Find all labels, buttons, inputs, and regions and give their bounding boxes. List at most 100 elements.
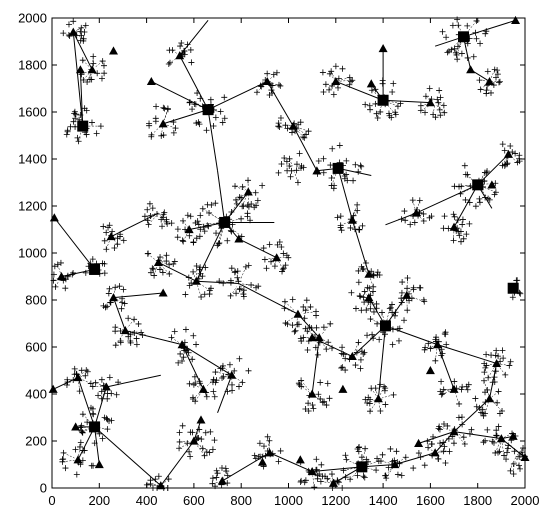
- plus-point: [348, 289, 355, 296]
- plus-point: [233, 290, 240, 297]
- solid-edge: [351, 219, 370, 275]
- plus-point: [231, 269, 238, 276]
- x-tick-label: 2000: [511, 493, 540, 508]
- plus-point: [236, 383, 243, 390]
- plus-point: [168, 220, 175, 227]
- x-tick-label: 200: [88, 493, 110, 508]
- dashed-link: [490, 69, 495, 79]
- plus-point: [278, 244, 285, 251]
- dashed-link: [321, 323, 331, 335]
- dashed-link: [387, 100, 401, 104]
- plus-point: [176, 429, 183, 436]
- marks-layer: [48, 15, 530, 491]
- triangle-point: [191, 276, 201, 285]
- triangle-point: [390, 460, 400, 469]
- y-tick-label: 2000: [18, 11, 47, 26]
- plus-point: [499, 162, 506, 169]
- plus-point: [393, 448, 400, 455]
- dashed-link: [113, 287, 116, 296]
- square-point: [458, 31, 470, 43]
- plus-point: [190, 332, 197, 339]
- dashed-link: [222, 365, 230, 374]
- plus-point: [210, 122, 217, 129]
- plus-point: [326, 86, 333, 93]
- dashed-link: [339, 77, 350, 81]
- dashed-link: [87, 421, 93, 426]
- plus-point: [482, 364, 489, 371]
- plus-point: [226, 361, 233, 368]
- dashed-link: [371, 90, 381, 98]
- plus-point: [428, 441, 435, 448]
- plus-point: [99, 435, 106, 442]
- plus-point: [473, 403, 480, 410]
- plus-point: [211, 437, 218, 444]
- plus-point: [277, 115, 284, 122]
- plus-point: [332, 63, 339, 70]
- dashed-link: [79, 369, 87, 376]
- plus-point: [501, 452, 508, 459]
- plus-point: [361, 474, 368, 481]
- plus-point: [328, 471, 335, 478]
- dashed-link: [327, 478, 333, 483]
- plus-point: [147, 269, 154, 276]
- plus-point: [439, 28, 446, 35]
- plus-point: [463, 231, 470, 238]
- plus-point: [343, 157, 350, 164]
- dashed-link: [267, 436, 270, 449]
- dashed-link: [411, 296, 425, 302]
- plus-point: [422, 344, 429, 351]
- plus-point: [354, 207, 361, 214]
- dashed-link: [227, 203, 238, 218]
- solid-edge: [53, 217, 95, 270]
- plus-point: [451, 213, 458, 220]
- dashed-link: [362, 469, 365, 478]
- plus-point: [232, 183, 239, 190]
- triangle-point: [485, 394, 495, 403]
- dashed-link: [76, 25, 86, 31]
- plus-point: [70, 118, 77, 125]
- plus-point: [98, 376, 105, 383]
- plus-point: [117, 233, 124, 240]
- plus-point: [415, 450, 422, 457]
- plus-point: [352, 305, 359, 312]
- solid-edge: [189, 221, 225, 230]
- plus-point: [441, 443, 448, 450]
- plus-point: [263, 265, 270, 272]
- plus-point: [293, 167, 300, 174]
- plus-point: [159, 214, 166, 221]
- dashed-link: [92, 56, 94, 67]
- plus-point: [461, 162, 468, 169]
- plus-point: [386, 112, 393, 119]
- solid-edge: [181, 344, 233, 376]
- dashed-link: [62, 460, 75, 463]
- dashed-link: [420, 103, 432, 106]
- solid-edge: [160, 440, 195, 486]
- plus-point: [266, 241, 273, 248]
- plus-point: [472, 395, 479, 402]
- dashed-link: [386, 308, 391, 322]
- dashed-link: [112, 238, 118, 245]
- solid-edge: [106, 374, 161, 388]
- dashed-link: [441, 390, 452, 395]
- plus-point: [318, 461, 325, 468]
- plus-point: [483, 87, 490, 94]
- plus-point: [347, 78, 354, 85]
- plus-point: [373, 110, 380, 117]
- plus-point: [291, 328, 298, 335]
- triangle-point: [158, 119, 168, 128]
- plus-point: [317, 395, 324, 402]
- plus-point: [387, 445, 394, 452]
- triangle-point: [120, 326, 130, 335]
- x-tick-label: 400: [136, 493, 158, 508]
- dashed-link: [78, 129, 82, 142]
- dashed-link: [129, 330, 142, 333]
- dashed-link: [254, 453, 266, 456]
- plus-point: [381, 387, 388, 394]
- plus-point: [389, 309, 396, 316]
- dashed-link: [439, 426, 451, 431]
- dashed-link: [215, 371, 228, 375]
- plus-point: [445, 225, 452, 232]
- dashed-link: [235, 193, 246, 201]
- dashed-link: [486, 363, 495, 366]
- plus-point: [402, 217, 409, 224]
